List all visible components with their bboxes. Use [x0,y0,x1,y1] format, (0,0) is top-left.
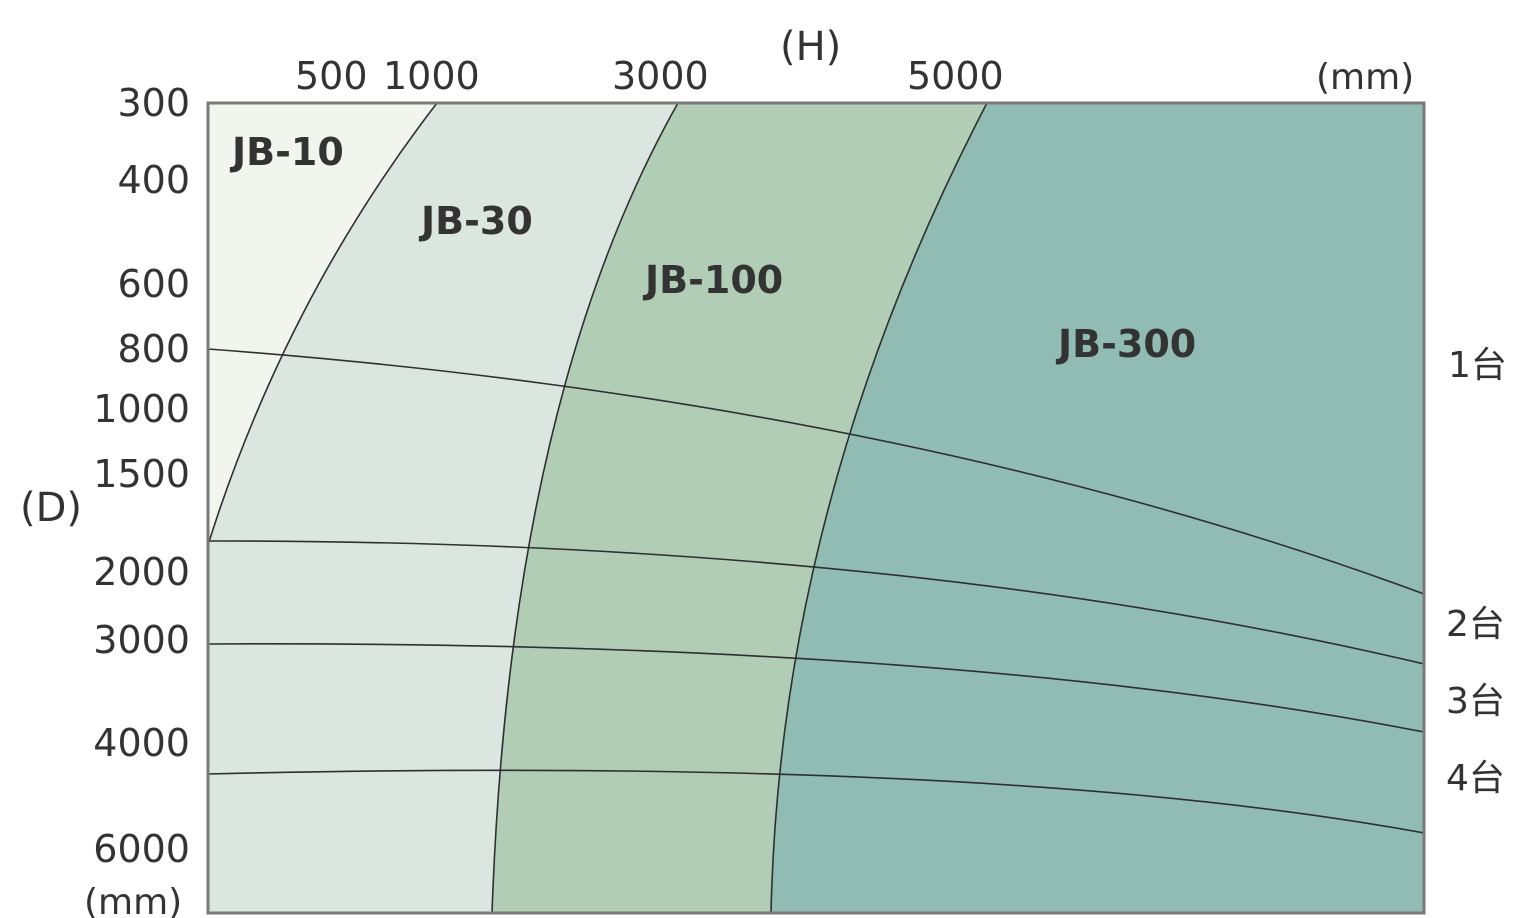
unit-count-line-4 [208,769,1424,834]
x-tick-label: 1000 [383,54,480,98]
region-jb-30 [208,103,678,913]
y-tick-label: 6000 [93,827,190,871]
y-tick-label: 4000 [93,721,190,765]
unit-count-label-2: 2台 [1446,604,1505,645]
y-axis-unit: (mm) [84,882,182,918]
x-tick-label: 5000 [907,54,1004,98]
model-label-jb-10: JB-10 [229,130,344,174]
model-boundary-jb30-jb100 [491,103,679,913]
unit-count-line-1 [208,348,1424,595]
x-tick-label: 500 [295,54,368,98]
y-tick-label: 400 [117,158,190,202]
unit-count-line-3 [208,643,1424,733]
model-label-jb-100: JB-100 [642,258,783,302]
y-tick-label: 1500 [93,452,190,496]
y-tick-label: 3000 [93,618,190,662]
y-tick-label: 1000 [93,387,190,431]
plot-border [206,101,1426,915]
y-tick-label: 2000 [93,550,190,594]
model-label-jb-30: JB-30 [418,199,533,243]
unit-count-label-4: 4台 [1446,758,1505,799]
model-boundary-jb100-jb300 [770,103,988,913]
y-tick-label: 600 [117,262,190,306]
y-axis-label: (D) [20,485,82,531]
model-boundary-jb10-jb30 [208,103,438,546]
unit-count-line-2 [208,540,1424,665]
x-tick-label: 3000 [612,54,709,98]
region-jb-10 [208,103,437,545]
y-tick-label: 300 [117,81,190,125]
x-axis-label: (H) [780,24,841,70]
model-label-jb-300: JB-300 [1055,322,1196,366]
x-axis-unit: (mm) [1316,57,1414,98]
unit-count-label-1: 1台 [1448,345,1507,386]
unit-count-label-3: 3台 [1446,681,1505,722]
plot-area [208,103,1424,913]
y-tick-label: 800 [117,327,190,371]
